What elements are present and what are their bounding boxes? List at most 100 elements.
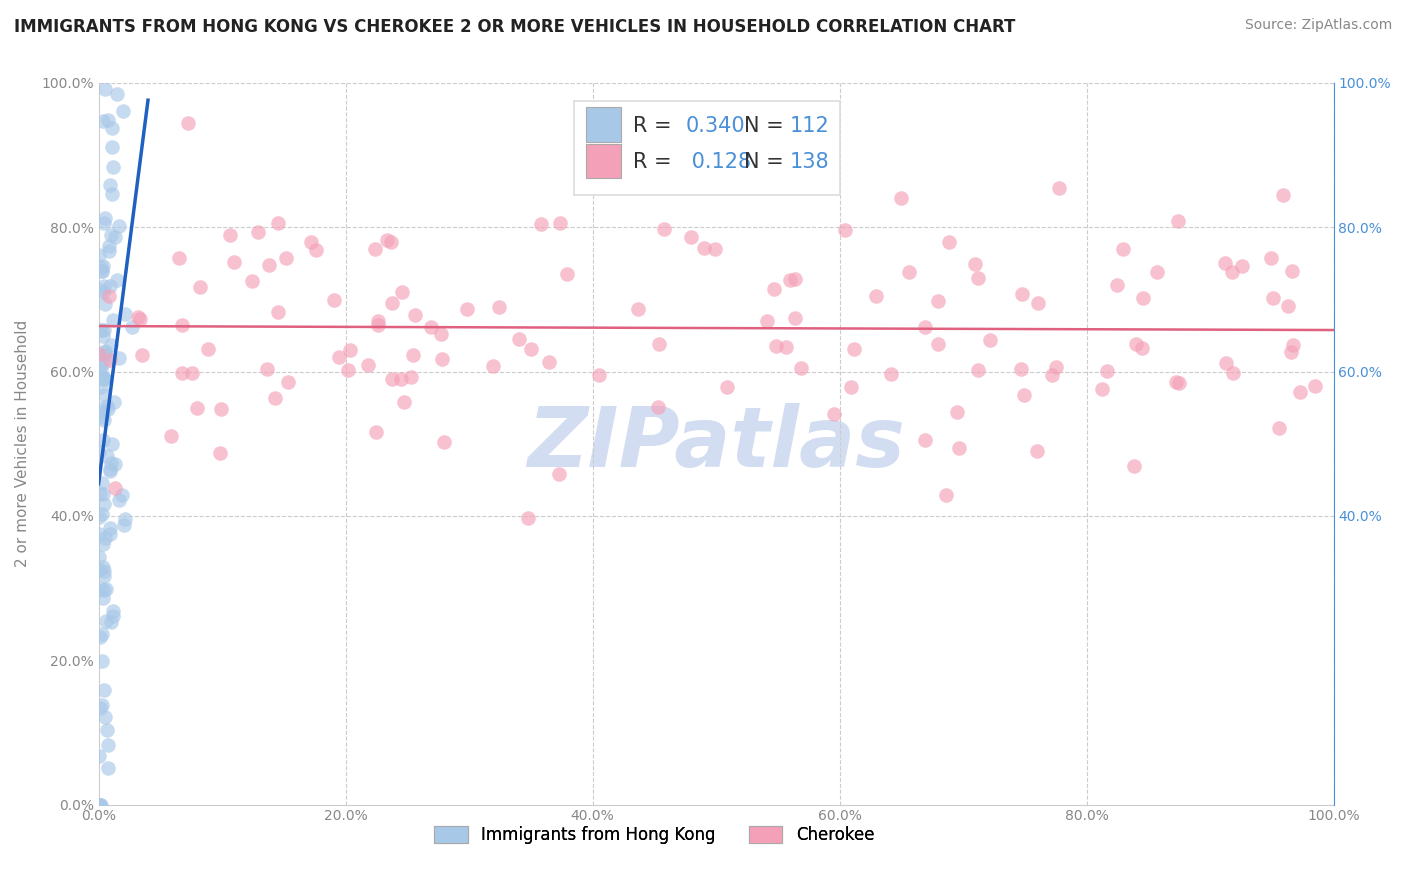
Point [94, 344, 117, 359]
Point [914, 320, 936, 334]
Point [456, 302, 478, 317]
Point [588, 368, 610, 383]
Point [266, 216, 288, 230]
Point [844, 342, 866, 356]
Point [91, 259, 114, 273]
Point [90, 582, 112, 597]
Point [1230, 259, 1253, 273]
Point [1112, 242, 1135, 256]
Point [246, 225, 269, 239]
Point [93, 372, 115, 386]
Point [100, 615, 122, 629]
Point [240, 274, 263, 288]
Point [181, 367, 204, 381]
Point [367, 314, 389, 328]
Point [93, 569, 115, 583]
Point [93, 279, 115, 293]
FancyBboxPatch shape [574, 101, 839, 194]
Point [100, 187, 122, 202]
Point [1105, 278, 1128, 293]
Point [336, 362, 359, 376]
Point [1167, 376, 1189, 390]
Point [693, 241, 716, 255]
Point [93, 406, 115, 420]
Text: R =: R = [633, 153, 679, 172]
Point [93, 591, 115, 605]
Point [101, 140, 124, 154]
Point [429, 326, 451, 341]
Point [375, 234, 398, 248]
Point [177, 116, 200, 130]
Point [1277, 299, 1299, 313]
Point [1282, 338, 1305, 352]
Point [967, 363, 990, 377]
Point [131, 348, 153, 362]
Point [172, 366, 194, 380]
Point [391, 285, 413, 299]
Point [127, 310, 149, 324]
FancyBboxPatch shape [586, 144, 621, 178]
Point [1011, 287, 1033, 301]
Point [87, 248, 110, 262]
Point [101, 160, 124, 174]
Point [865, 288, 887, 302]
Point [91, 371, 114, 385]
Point [703, 242, 725, 256]
Point [89, 62, 111, 76]
Point [948, 442, 970, 456]
Point [93, 323, 115, 337]
Text: 0.128: 0.128 [685, 153, 751, 172]
Point [516, 510, 538, 524]
Point [323, 293, 346, 308]
Point [402, 348, 425, 362]
Point [94, 297, 117, 311]
Point [97, 761, 120, 775]
Point [1026, 295, 1049, 310]
Point [98, 289, 121, 303]
Point [93, 371, 115, 385]
Point [100, 338, 122, 352]
Point [1045, 359, 1067, 374]
Point [938, 235, 960, 249]
Point [186, 401, 208, 416]
Point [430, 351, 453, 366]
Point [96, 399, 118, 413]
Point [90, 797, 112, 812]
Point [627, 301, 650, 316]
Point [90, 263, 112, 277]
Point [488, 301, 510, 315]
Point [89, 510, 111, 524]
Text: 112: 112 [790, 116, 830, 136]
Point [1303, 378, 1326, 392]
Point [87, 323, 110, 337]
Point [1091, 382, 1114, 396]
Point [299, 235, 322, 249]
Point [91, 560, 114, 574]
Point [898, 265, 921, 279]
Point [762, 282, 785, 296]
Point [222, 254, 245, 268]
Point [170, 318, 193, 332]
Point [274, 251, 297, 265]
Point [839, 380, 862, 394]
Point [114, 307, 136, 321]
Point [716, 380, 738, 394]
Point [555, 267, 578, 281]
Point [87, 444, 110, 458]
Point [93, 355, 115, 369]
Point [823, 407, 845, 421]
Point [107, 273, 129, 287]
Point [93, 216, 115, 230]
Point [519, 343, 541, 357]
Point [890, 191, 912, 205]
Point [381, 295, 404, 310]
Point [1261, 291, 1284, 305]
Point [90, 508, 112, 522]
Point [1213, 256, 1236, 270]
Point [266, 305, 288, 319]
Point [103, 608, 125, 623]
Point [90, 475, 112, 490]
Point [399, 370, 422, 384]
Point [96, 723, 118, 738]
Point [404, 308, 426, 322]
